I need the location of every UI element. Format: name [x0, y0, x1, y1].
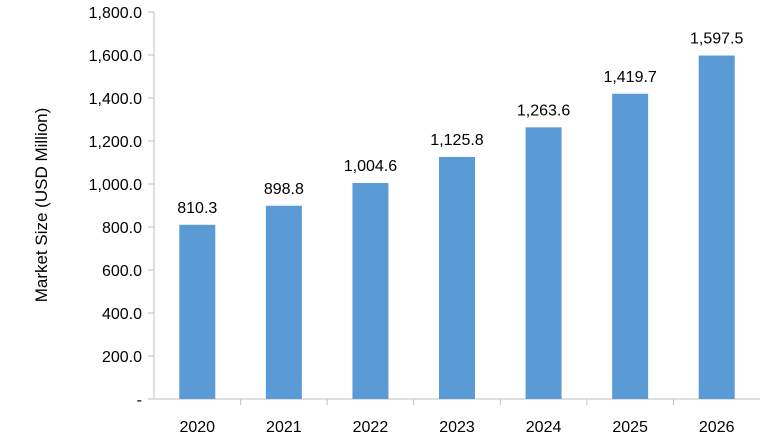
x-tick-label: 2025	[612, 419, 648, 436]
y-tick-label: 400.0	[102, 306, 142, 323]
data-label-2023: 1,125.8	[430, 132, 483, 149]
bar-2020	[179, 224, 216, 399]
y-axis: - 200.0 400.0 600.0 800.0 1,000.0 1,200.0 1,400…	[89, 5, 155, 409]
data-label-2026: 1,597.5	[690, 31, 743, 48]
y-tick-label: 1,600.0	[89, 48, 142, 65]
data-label-2022: 1,004.6	[344, 158, 397, 175]
bar-2025	[612, 93, 649, 400]
data-labels-group: 810.3 898.8 1,004.6 1,125.8 1,263.6 1,419.7 1,…	[177, 31, 743, 217]
x-axis: 2020 2021 2022 2023 2024 2025 2026	[154, 398, 760, 436]
data-label-2024: 1,263.6	[517, 102, 570, 119]
x-tick-label: 2023	[439, 419, 475, 436]
bar-2023	[439, 156, 475, 399]
x-tick-label: 2020	[179, 419, 215, 436]
y-tick-label: 1,200.0	[89, 134, 142, 151]
y-tick-label: 600.0	[102, 263, 142, 280]
x-tick-label: 2026	[699, 419, 735, 436]
y-tick-label: 1,000.0	[89, 177, 142, 194]
y-axis-title: Market Size (USD Million)	[32, 108, 51, 303]
bar-2021	[265, 205, 302, 399]
bar-2026	[698, 55, 735, 399]
data-label-2021: 898.8	[264, 181, 304, 198]
bars-group	[179, 55, 735, 400]
x-tick-label: 2024	[526, 419, 562, 436]
y-tick-label: 1,400.0	[89, 91, 142, 108]
y-tick-label: 800.0	[102, 220, 142, 237]
y-tick-label: 1,800.0	[89, 5, 142, 22]
x-tick-label: 2022	[353, 419, 389, 436]
bar-2024	[525, 127, 562, 400]
y-tick-label: 200.0	[102, 349, 142, 366]
data-label-2020: 810.3	[177, 200, 217, 217]
data-label-2025: 1,419.7	[603, 69, 656, 86]
bar-2022	[352, 183, 389, 399]
y-tick-label: -	[137, 392, 142, 409]
x-tick-label: 2021	[266, 419, 302, 436]
